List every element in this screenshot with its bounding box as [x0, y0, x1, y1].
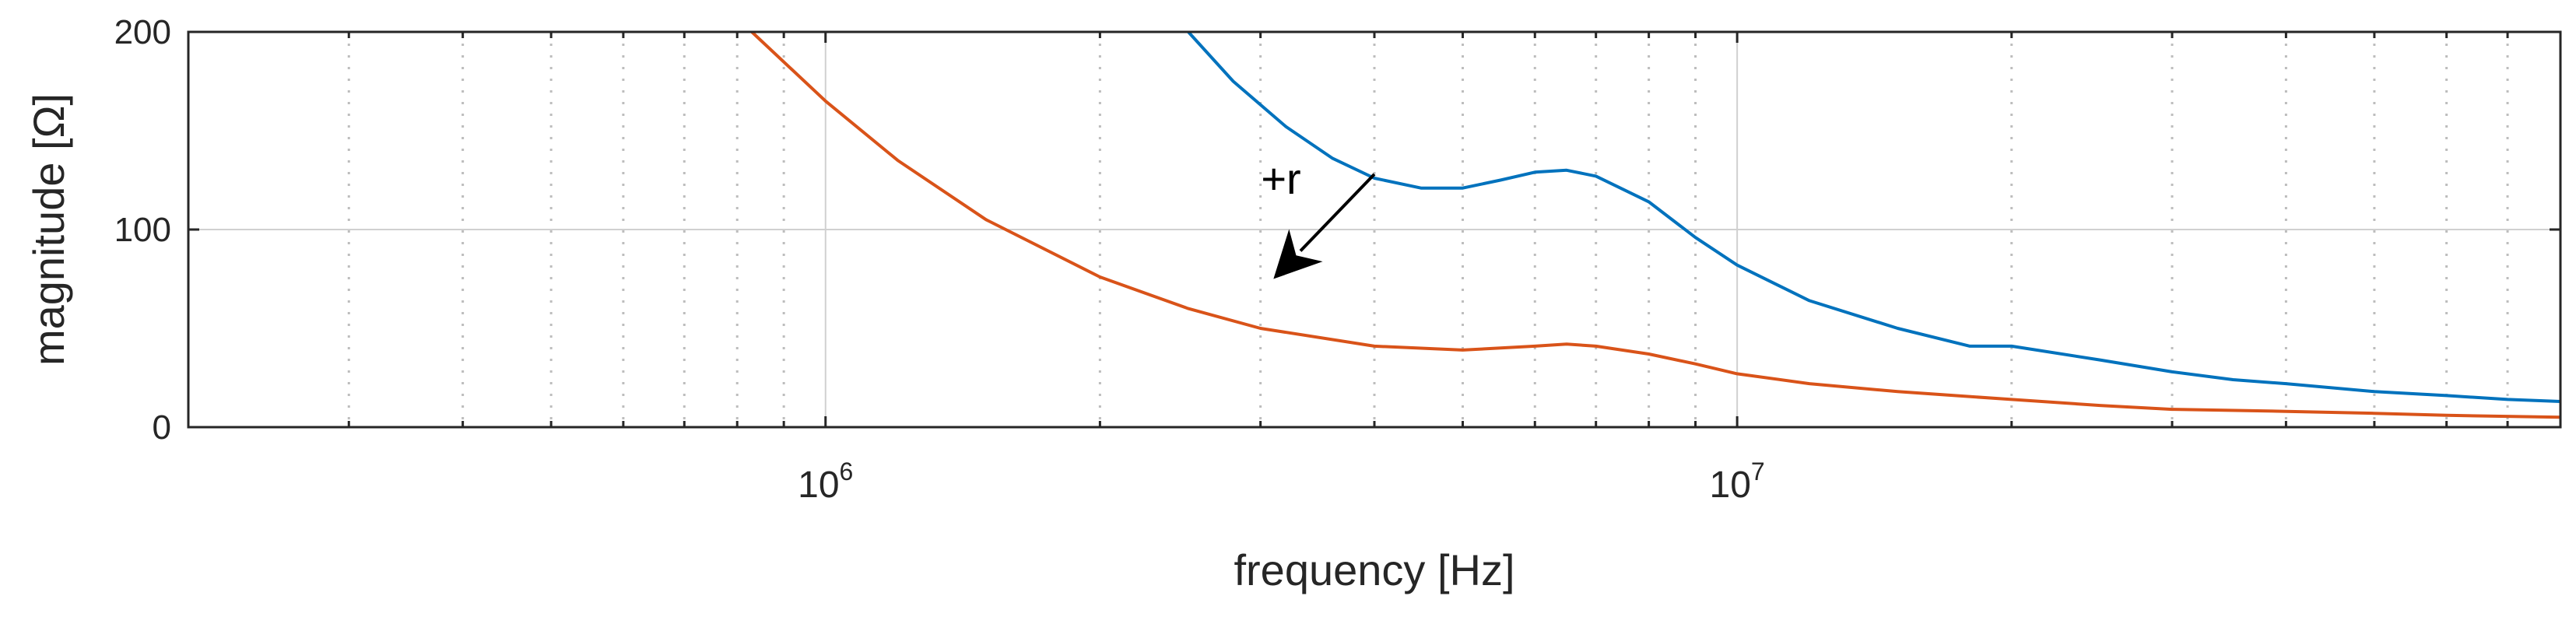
x-tick-label: 106	[798, 457, 853, 506]
grid	[187, 31, 2562, 428]
annotation: +r	[1261, 154, 1376, 279]
y-tick-label: 100	[114, 211, 171, 249]
y-tick-label: 0	[153, 408, 171, 447]
annotation-arrowhead	[1273, 229, 1323, 279]
axis-ticks	[187, 30, 2562, 429]
x-axis-label: frequency [Hz]	[1234, 545, 1514, 594]
annotation-label: +r	[1261, 154, 1300, 203]
series-line-1	[1187, 30, 2561, 403]
series-lines	[750, 30, 2561, 419]
x-tick-label: 107	[1710, 457, 1765, 506]
series-line-2	[750, 30, 2561, 419]
y-tick-label: 200	[114, 13, 171, 51]
y-axis-label: magnitude [Ω]	[24, 93, 73, 366]
tick-labels: 0 100 200 106 107	[114, 13, 1765, 506]
annotation-arrow-line	[1299, 173, 1376, 252]
